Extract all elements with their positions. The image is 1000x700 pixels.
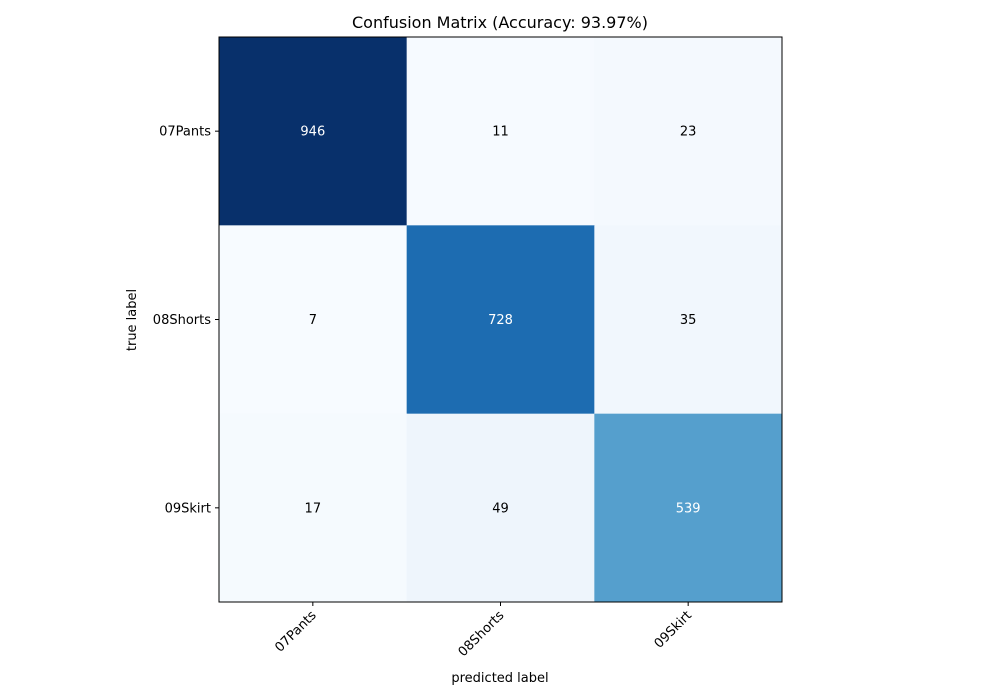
cell-value-r1-c0: 7 [309,313,317,328]
heatmap-cell-r2-c1 [406,413,595,603]
cell-value-r1-c2: 35 [680,313,697,328]
y-axis-ticks: 07Pants 08Shorts 09Skirt [153,125,219,516]
cell-value-r0-c2: 23 [680,125,697,140]
heatmap-cell-r2-c2 [594,413,783,603]
cell-value-r0-c0: 946 [300,125,325,140]
x-axis-label: predicted label [451,671,548,686]
x-tick-label-2: 09Skirt [652,608,695,651]
heatmap-cell-r0-c0 [219,37,408,226]
heatmap-cell-r0-c2 [594,37,783,226]
x-tick-label-0: 07Pants [272,608,319,655]
cell-value-r2-c0: 17 [305,501,322,516]
x-tick-label-1: 08Shorts [456,608,508,660]
y-tick-label-2: 09Skirt [165,501,211,516]
cell-value-labels: 946 11 23 7 728 35 17 49 539 [300,125,700,517]
cell-value-r0-c1: 11 [492,125,509,140]
heatmap-cell-r1-c0 [219,225,408,415]
heatmap-cell-r1-c2 [594,225,783,415]
heatmap-cell-r0-c1 [406,37,595,226]
y-axis-label: true label [125,289,140,351]
cell-value-r1-c1: 728 [488,313,513,328]
y-tick-label-0: 07Pants [159,125,211,140]
y-tick-label-1: 08Shorts [153,313,211,328]
cell-value-r2-c2: 539 [676,501,701,516]
heatmap-cells [219,37,783,603]
heatmap-cell-r2-c0 [219,413,408,603]
x-axis-ticks: 07Pants 08Shorts 09Skirt [272,602,695,660]
heatmap-cell-r1-c1 [406,225,595,415]
chart-title: Confusion Matrix (Accuracy: 93.97%) [352,13,648,32]
cell-value-r2-c1: 49 [492,501,509,516]
